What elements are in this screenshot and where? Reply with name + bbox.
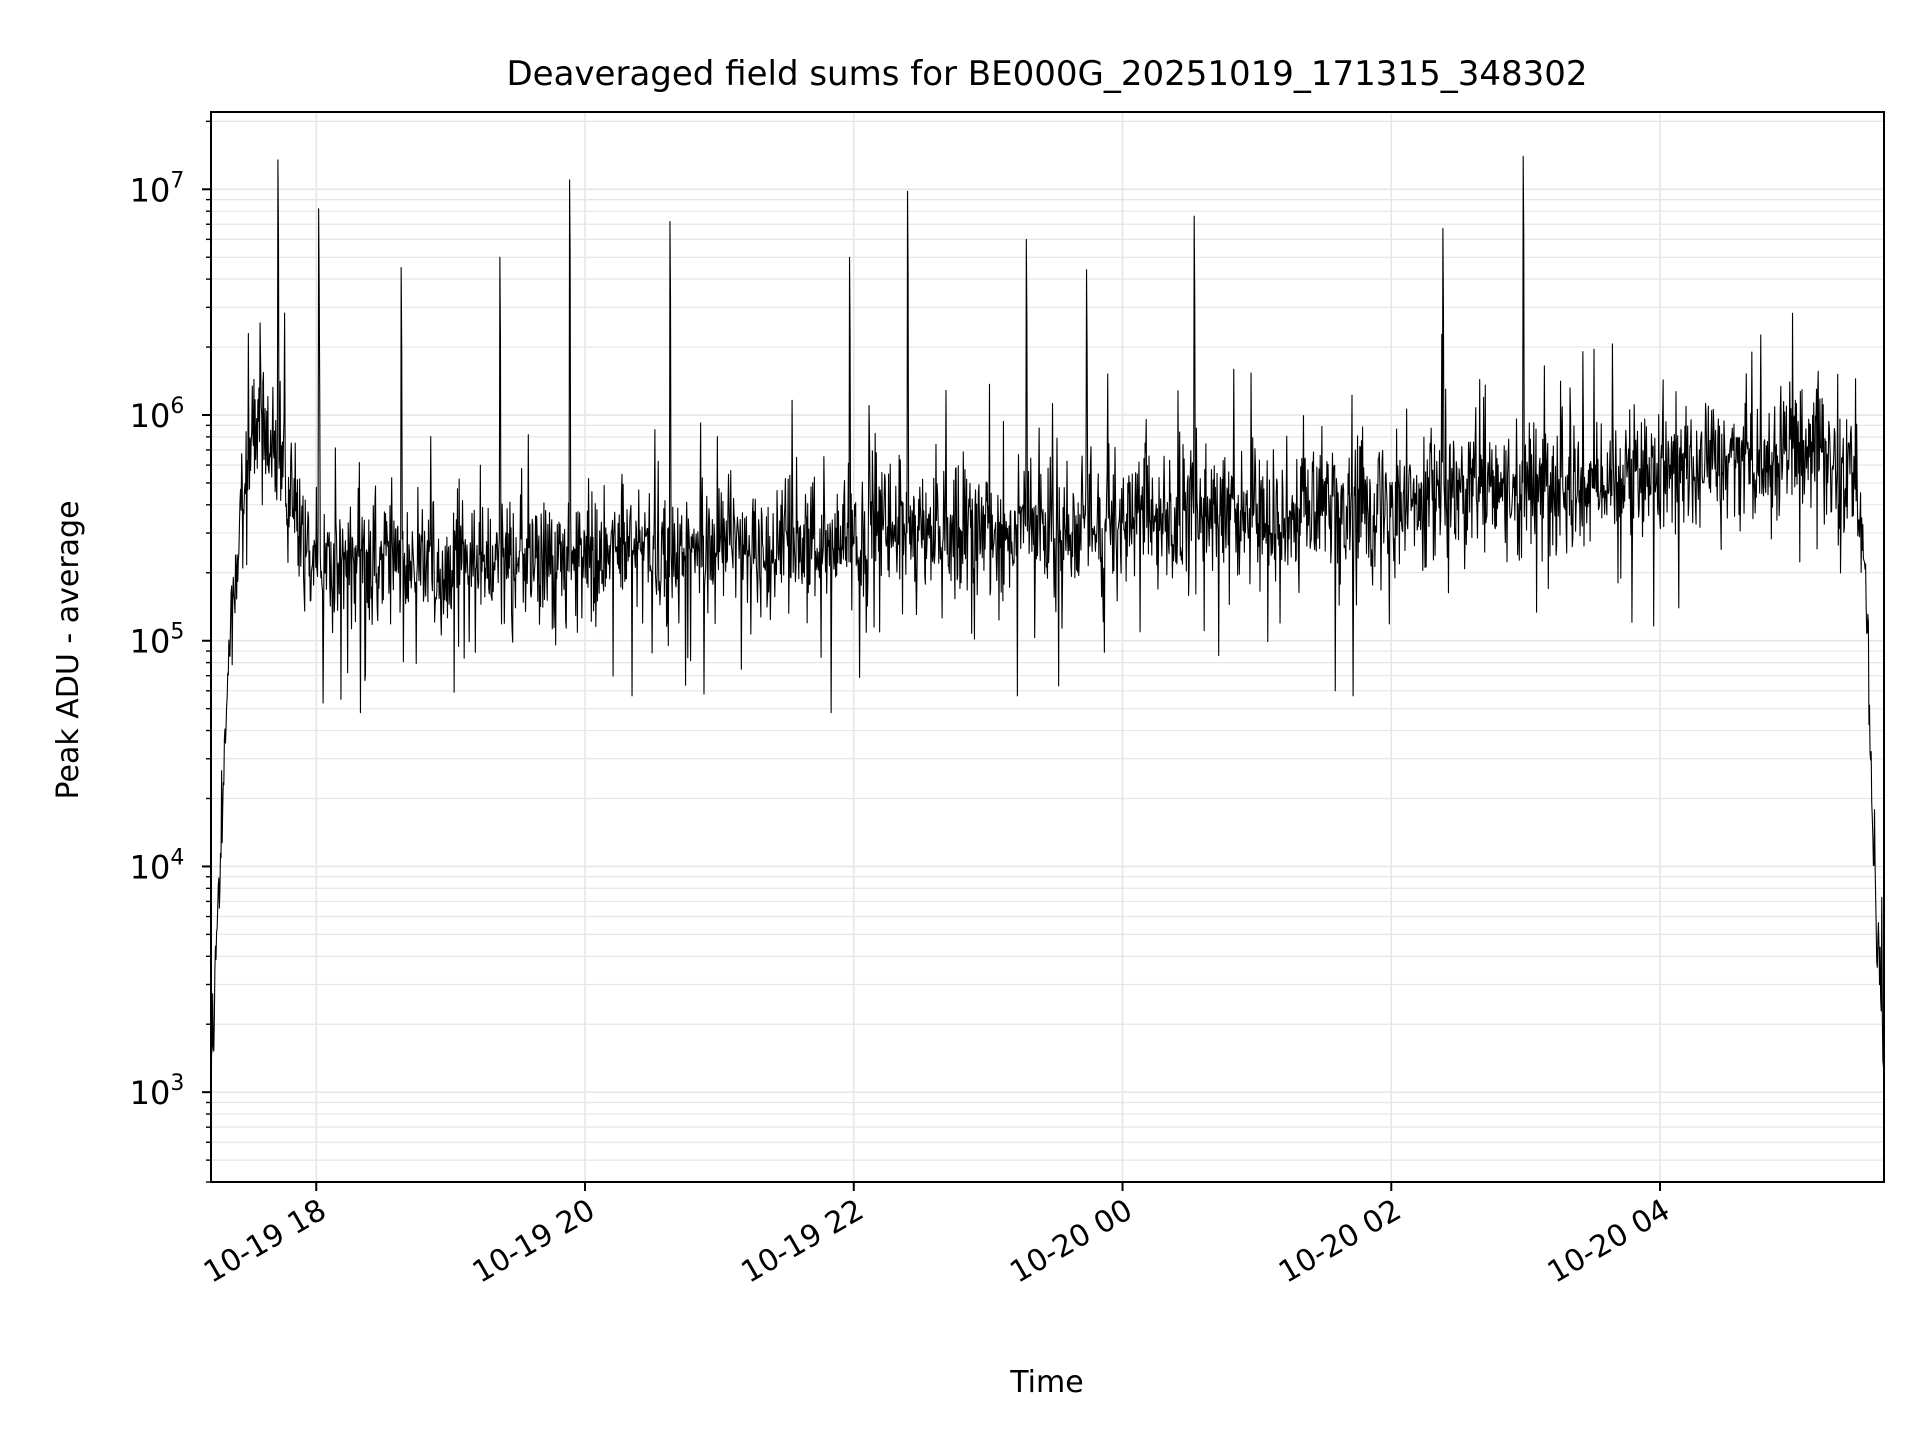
plot-frame: [210, 111, 1885, 1183]
y-axis-label: Peak ADU - average: [51, 500, 86, 799]
y-tick-label: 104: [130, 845, 185, 886]
series-layer: [210, 155, 1885, 1130]
y-tick-label: 105: [130, 620, 185, 661]
chart-title: Deaveraged field sums for BE000G_2025101…: [507, 54, 1588, 94]
series-line: [210, 155, 1885, 1130]
y-axis: 103 104 105 106 107: [130, 120, 211, 1183]
y-tick-label: 103: [130, 1071, 185, 1112]
grid: [211, 112, 1884, 1183]
x-axis-label: Time: [1009, 1365, 1083, 1400]
y-tick-label: 107: [130, 168, 185, 209]
y-tick-label: 106: [130, 394, 185, 435]
